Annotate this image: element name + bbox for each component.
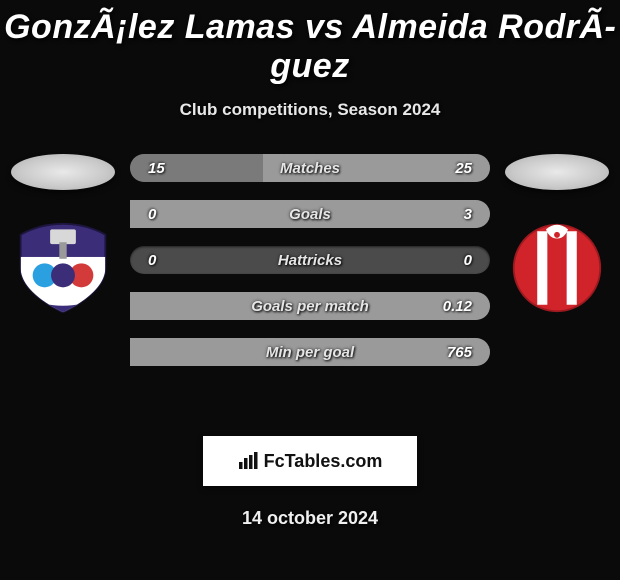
stat-row: 0Goals3 — [130, 200, 490, 228]
club-right-badge — [511, 222, 603, 314]
stat-row: 0Hattricks0 — [130, 246, 490, 274]
stat-label: Min per goal — [130, 344, 490, 361]
stat-row: 15Matches25 — [130, 154, 490, 182]
page-subtitle: Club competitions, Season 2024 — [0, 100, 620, 120]
brand-label: FcTables.com — [238, 451, 383, 472]
stat-right-value: 25 — [455, 160, 472, 177]
club-left-badge — [17, 222, 109, 314]
player-right-column — [502, 148, 612, 314]
player-left-avatar — [11, 154, 115, 190]
brand-box[interactable]: FcTables.com — [203, 436, 417, 486]
stat-right-value: 3 — [464, 206, 472, 223]
comparison-panel: 15Matches250Goals30Hattricks0Goals per m… — [0, 148, 620, 408]
stat-row: Min per goal765 — [130, 338, 490, 366]
stat-row: Goals per match0.12 — [130, 292, 490, 320]
player-left-column — [8, 148, 118, 314]
stat-right-value: 0.12 — [443, 298, 472, 315]
stat-label: Hattricks — [130, 252, 490, 269]
stat-label: Goals — [130, 206, 490, 223]
stats-list: 15Matches250Goals30Hattricks0Goals per m… — [130, 154, 490, 366]
player-right-avatar — [505, 154, 609, 190]
date-label: 14 october 2024 — [0, 508, 620, 529]
chart-icon — [238, 452, 260, 470]
page-title: GonzÃ¡lez Lamas vs Almeida RodrÃ­guez — [0, 0, 620, 86]
stat-label: Matches — [130, 160, 490, 177]
stat-label: Goals per match — [130, 298, 490, 315]
stat-right-value: 765 — [447, 344, 472, 361]
stat-right-value: 0 — [464, 252, 472, 269]
